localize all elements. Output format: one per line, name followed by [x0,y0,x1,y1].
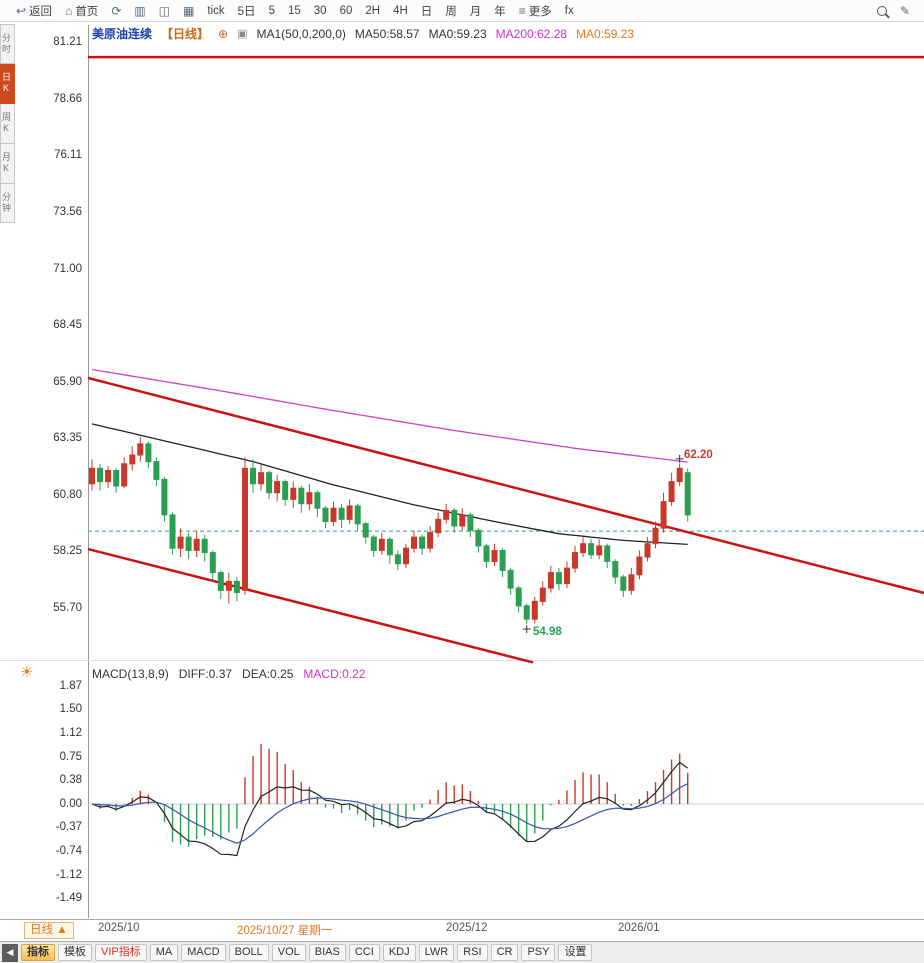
top-toolbar: ↩ 返回 ⌂ 首页 ⟳ ▥ ◫ ▦ tick 5日 5 15 30 60 2H 4H 日周月年 ≡ 更多 fx ✎ [0,0,924,22]
collapse-tabbar-button[interactable]: ◀ [2,943,18,962]
indicator-tab-bar: ◀ 指标 模板 VIP指标 MA MACD BOLL VOL BIAS CCI KDJ LWR RSI… [0,941,924,963]
toolbar-label: 15 [287,4,301,17]
indicator-tab-MACD[interactable]: MACD [181,944,226,961]
indicator-tab-指标[interactable]: 指标 [21,944,55,961]
left-period-sidebar: 分时 日K 周K 月K 分钟 [0,24,15,223]
indicator-tab-BIAS[interactable]: BIAS [308,944,346,961]
refresh-icon: ⟳ [111,3,122,18]
indicator-tab-PSY[interactable]: PSY [521,944,556,961]
search-icon [876,5,887,16]
candle-chart-icon: ◫ [158,3,171,18]
toolbar-label: 2H [365,4,381,17]
toolbar-fx-button[interactable]: fx [565,5,574,17]
toolbar-back-button[interactable]: ↩ 返回 [16,3,52,19]
toolbar-period-15-button[interactable]: 15 [288,5,301,17]
toolbar-bar-chart-icon-button[interactable]: ▥ [134,4,145,18]
toolbar-label: 60 [339,4,353,17]
home-icon: ⌂ [65,3,73,18]
sidebar-item-2[interactable]: 周K [0,104,15,144]
more-icon: ≡ [518,3,526,18]
toolbar-label: 30 [313,4,327,17]
toolbar-search-icon-button[interactable] [876,5,887,16]
sidebar-item-3[interactable]: 月K [0,144,15,184]
draw-icon: ✎ [899,3,910,18]
toolbar-label: 5 [268,4,275,17]
toolbar-period-4h-button[interactable]: 4H [393,5,408,17]
sidebar-item-0[interactable]: 分时 [0,24,15,64]
toolbar-period-30-button[interactable]: 30 [314,5,327,17]
toolbar-period-day-button[interactable]: 日 [421,3,433,19]
indicator-tab-CR[interactable]: CR [490,944,519,961]
indicator-tab-设置[interactable]: 设置 [558,944,593,961]
bar-chart-icon: ▥ [134,3,146,18]
sidebar-item-4[interactable]: 分钟 [0,184,15,223]
toolbar-period-year-button[interactable]: 年 [494,3,506,19]
indicator-tab-LWR[interactable]: LWR [418,944,455,961]
indicator-tab-模板[interactable]: 模板 [58,944,92,961]
toolbar-label: 首页 [75,5,99,18]
indicator-tab-MA[interactable]: MA [149,944,179,961]
toolbar-period-month-button[interactable]: 月 [470,3,482,19]
toolbar-draw-icon-button[interactable]: ✎ [900,4,910,18]
sidebar-item-1[interactable]: 日K [0,64,15,104]
toolbar-home-button[interactable]: ⌂ 首页 [65,3,98,19]
period-selector-button[interactable]: 日线 ▲ [24,922,74,939]
indicator-tab-VIP指标[interactable]: VIP指标 [95,944,147,961]
toolbar-tick-button[interactable]: tick [207,5,224,17]
toolbar-label: tick [207,4,225,17]
back-icon: ↩ [16,3,27,18]
grid-chart-icon: ▦ [183,3,195,18]
toolbar-period-5d-button[interactable]: 5日 [238,3,256,19]
toolbar-label: 5日 [237,5,256,18]
toolbar-label: 日 [420,5,433,18]
toolbar-label: 年 [494,5,506,18]
toolbar-period-5-button[interactable]: 5 [269,5,275,17]
toolbar-grid-chart-icon-button[interactable]: ▦ [183,4,194,18]
toolbar-label: 更多 [528,5,552,18]
toolbar-label: 月 [469,5,482,18]
toolbar-label: 周 [445,5,457,18]
indicator-tab-BOLL[interactable]: BOLL [228,944,269,961]
indicator-tab-RSI[interactable]: RSI [457,944,488,961]
toolbar-label: fx [564,4,574,17]
indicator-tab-CCI[interactable]: CCI [348,944,380,961]
toolbar-label: 4H [393,4,408,17]
toolbar-period-week-button[interactable]: 周 [445,3,457,19]
toolbar-period-2h-button[interactable]: 2H [365,5,380,17]
toolbar-refresh-icon-button[interactable]: ⟳ [111,4,121,18]
indicator-tab-KDJ[interactable]: KDJ [382,944,416,961]
indicator-tab-VOL[interactable]: VOL [271,944,306,961]
toolbar-candle-chart-icon-button[interactable]: ◫ [159,4,170,18]
toolbar-period-60-button[interactable]: 60 [340,5,353,17]
toolbar-label: 返回 [29,5,53,18]
toolbar-more-button[interactable]: ≡ 更多 [519,3,552,19]
